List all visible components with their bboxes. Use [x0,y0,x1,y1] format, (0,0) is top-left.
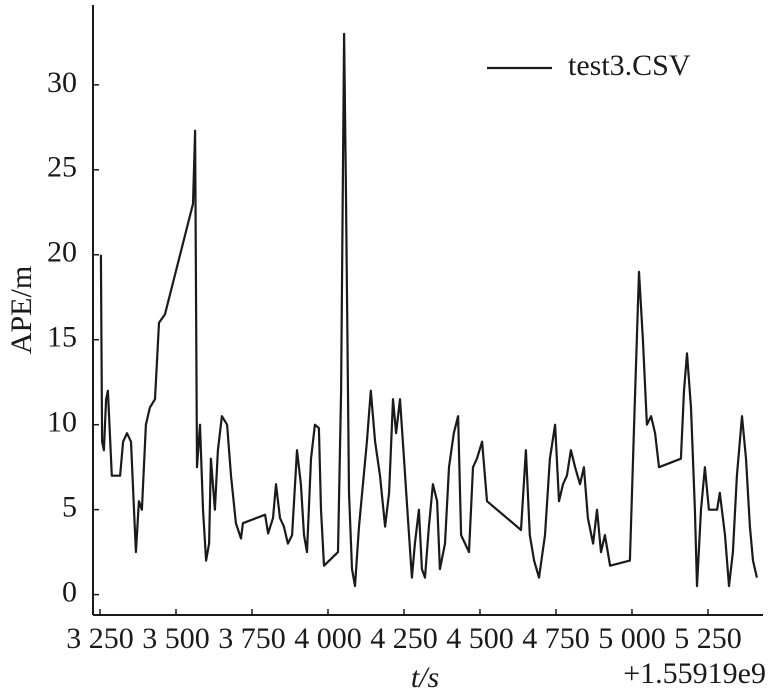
x-tick-label: 4 500 [446,622,514,655]
data-line [99,32,758,588]
x-tick-label: 4 000 [294,622,362,655]
x-tick-label: 3 250 [66,622,134,655]
y-tick-label: 5 [62,491,77,524]
y-tick-label: 15 [47,321,77,354]
x-tick-label: 3 750 [218,622,286,655]
y-tick-label: 25 [47,151,77,184]
y-tick-label: 20 [47,236,77,269]
x-tick-label: 4 250 [370,622,438,655]
y-tick-label: 30 [47,66,77,99]
y-tick-label: 0 [62,576,77,609]
x-tick-label: 4 750 [522,622,590,655]
x-tick-label: 5 000 [598,622,666,655]
x-axis-label: t/s [411,661,439,694]
x-tick-label: 3 500 [142,622,210,655]
x-tick-label: 5 250 [674,622,742,655]
legend-label: test3.CSV [568,49,691,82]
y-tick-label: 10 [47,406,77,439]
x-offset-label: +1.55919e9 [623,657,766,690]
y-axis-label: APE/m [5,266,38,354]
